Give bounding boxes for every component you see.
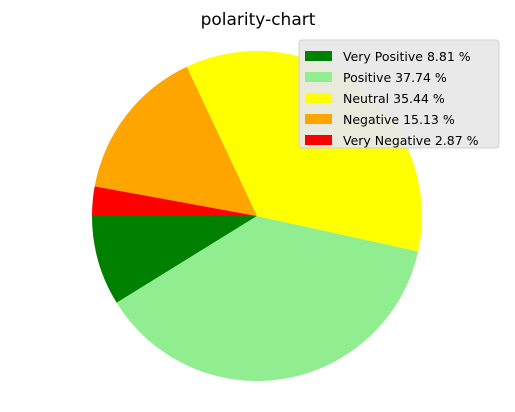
pie-slice-0 (92, 216, 257, 303)
legend-swatch-4 (305, 135, 332, 145)
pie-slice-4 (92, 186, 257, 216)
legend-label-4: Very Negative 2.87 % (343, 133, 479, 148)
legend-label-0: Very Positive 8.81 % (343, 49, 471, 64)
legend-swatch-0 (305, 51, 332, 61)
legend-swatch-1 (305, 72, 332, 82)
pie-slice-3 (94, 66, 258, 216)
legend-label-2: Neutral 35.44 % (343, 91, 445, 106)
legend-label-3: Negative 15.13 % (343, 112, 455, 127)
pie-slice-1 (116, 216, 419, 381)
legend: Very Positive 8.81 % Positive 37.74 % Neut… (298, 39, 500, 149)
chart-title: polarity-chart (201, 10, 316, 30)
legend-box (298, 39, 500, 149)
legend-label-1: Positive 37.74 % (343, 70, 447, 85)
legend-swatch-3 (305, 114, 332, 124)
legend-swatch-2 (305, 93, 332, 103)
